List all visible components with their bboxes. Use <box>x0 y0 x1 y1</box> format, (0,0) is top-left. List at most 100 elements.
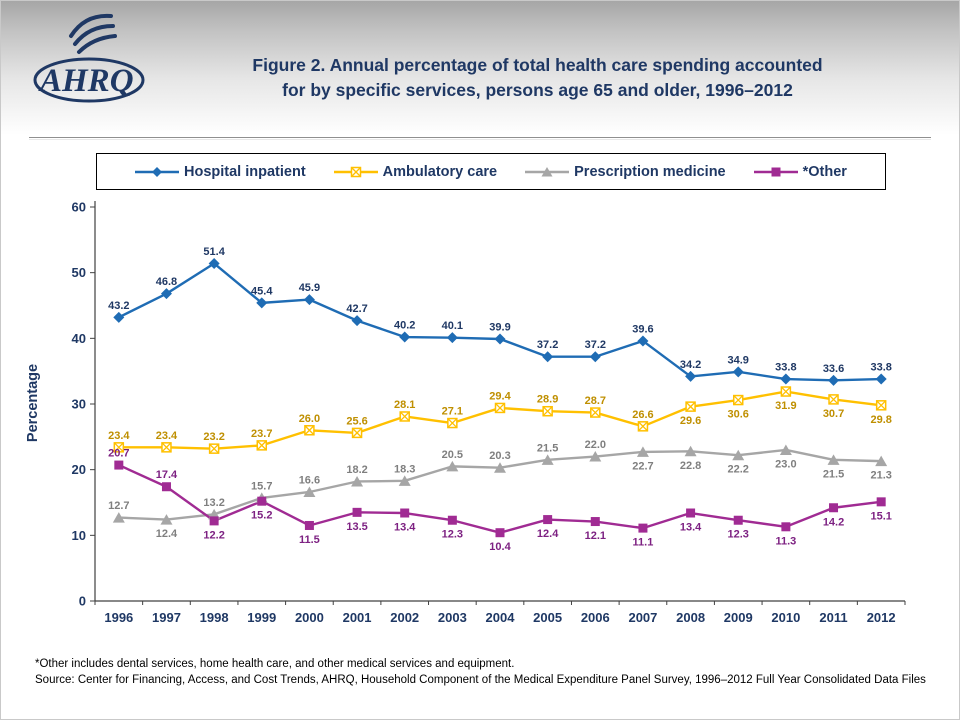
svg-text:42.7: 42.7 <box>346 303 367 315</box>
svg-text:34.9: 34.9 <box>728 354 749 366</box>
svg-text:2011: 2011 <box>819 610 847 625</box>
svg-text:21.3: 21.3 <box>870 470 891 482</box>
svg-text:26.6: 26.6 <box>632 409 653 421</box>
header-band: AHRQ Figure 2. Annual percentage of tota… <box>1 1 959 135</box>
svg-text:20.3: 20.3 <box>489 450 510 462</box>
svg-text:2002: 2002 <box>390 610 419 625</box>
series-labels-hospital-inpatient: 43.2 46.8 51.4 45.4 45.9 42.7 40.2 40.1 39.9 37.2… <box>108 246 892 375</box>
svg-text:23.4: 23.4 <box>108 430 130 442</box>
svg-text:25.6: 25.6 <box>346 415 367 427</box>
svg-text:43.2: 43.2 <box>108 300 129 312</box>
legend-item-ambulatory-care: Ambulatory care <box>333 163 498 180</box>
svg-text:2010: 2010 <box>771 610 800 625</box>
svg-text:29.8: 29.8 <box>870 414 891 426</box>
svg-text:10.4: 10.4 <box>489 541 511 553</box>
svg-text:0: 0 <box>79 594 86 609</box>
svg-text:1996: 1996 <box>104 610 133 625</box>
svg-text:13.4: 13.4 <box>680 522 702 534</box>
series-markers-other <box>114 460 886 538</box>
svg-text:12.7: 12.7 <box>108 500 129 512</box>
svg-text:11.5: 11.5 <box>299 534 320 546</box>
svg-text:39.9: 39.9 <box>489 321 510 333</box>
axes <box>94 201 905 602</box>
svg-text:12.1: 12.1 <box>585 530 606 542</box>
svg-text:29.6: 29.6 <box>680 415 701 427</box>
svg-text:23.2: 23.2 <box>203 431 224 443</box>
figure-title: Figure 2. Annual percentage of total hea… <box>151 53 924 104</box>
svg-text:12.3: 12.3 <box>442 529 463 541</box>
svg-text:11.3: 11.3 <box>775 535 796 547</box>
svg-text:2012: 2012 <box>867 610 896 625</box>
legend-marker-square-icon <box>753 167 798 176</box>
svg-text:23.0: 23.0 <box>775 458 796 470</box>
svg-text:13.4: 13.4 <box>394 522 416 534</box>
svg-text:33.8: 33.8 <box>775 362 796 374</box>
svg-text:30.6: 30.6 <box>728 409 749 421</box>
svg-text:1999: 1999 <box>247 610 276 625</box>
series-labels-prescription-medicine: 12.7 12.4 13.2 15.7 16.6 18.2 18.3 20.5 20.3 21.5… <box>108 439 892 540</box>
series-markers-hospital-inpatient <box>113 257 887 386</box>
svg-text:31.9: 31.9 <box>775 400 796 412</box>
svg-text:40: 40 <box>72 331 86 346</box>
footnote-source: Source: Center for Financing, Access, an… <box>35 673 926 686</box>
svg-text:2001: 2001 <box>343 610 372 625</box>
y-axis-title: Percentage <box>25 363 41 443</box>
svg-text:23.4: 23.4 <box>156 430 178 442</box>
svg-text:1997: 1997 <box>152 610 181 625</box>
logo-wordmark: AHRQ <box>38 63 134 99</box>
svg-text:21.5: 21.5 <box>823 468 844 480</box>
chart-legend: Hospital inpatient Ambulatory care Prescri… <box>96 153 886 190</box>
footnote-other-definition: *Other includes dental services, home he… <box>35 658 515 670</box>
svg-text:15.2: 15.2 <box>251 510 272 522</box>
svg-text:20.7: 20.7 <box>108 448 129 460</box>
footnote: *Other includes dental services, home he… <box>35 657 931 688</box>
svg-text:22.2: 22.2 <box>728 464 749 476</box>
ahrq-logo-graphic: AHRQ <box>33 13 145 103</box>
legend-label: Prescription medicine <box>574 163 726 180</box>
figure-title-line2: for by specific services, persons age 65… <box>282 80 793 101</box>
svg-text:20: 20 <box>72 462 86 477</box>
svg-text:45.9: 45.9 <box>299 282 320 294</box>
svg-text:33.8: 33.8 <box>870 362 891 374</box>
svg-text:22.7: 22.7 <box>632 460 653 472</box>
legend-item-hospital-inpatient: Hospital inpatient <box>135 164 306 180</box>
figure-title-line1: Figure 2. Annual percentage of total hea… <box>252 55 823 75</box>
svg-text:2000: 2000 <box>295 610 324 625</box>
legend-marker-box-x-icon <box>333 166 378 177</box>
svg-text:51.4: 51.4 <box>203 246 225 258</box>
logo-swoosh <box>33 57 145 103</box>
svg-text:2007: 2007 <box>628 610 657 625</box>
svg-text:2006: 2006 <box>581 610 610 625</box>
ahrq-logo: AHRQ <box>31 6 149 112</box>
svg-text:40.2: 40.2 <box>394 320 415 332</box>
legend-marker-diamond-icon <box>135 166 179 177</box>
series-labels-ambulatory-care: 23.4 23.4 23.2 23.7 26.0 25.6 28.1 27.1 29.4 28.9… <box>108 390 892 443</box>
svg-text:60: 60 <box>72 200 86 215</box>
y-tick-labels: 0 10 20 30 40 50 60 <box>72 200 95 609</box>
svg-text:40.1: 40.1 <box>442 320 463 332</box>
legend-label: *Other <box>802 163 847 180</box>
legend-label: Hospital inpatient <box>184 163 306 180</box>
series-markers-prescription-medicine <box>112 444 888 525</box>
eagle-icon <box>69 13 117 54</box>
svg-text:29.4: 29.4 <box>489 390 511 402</box>
svg-text:22.8: 22.8 <box>680 460 701 472</box>
svg-text:30: 30 <box>72 397 86 412</box>
svg-text:12.4: 12.4 <box>537 528 559 540</box>
svg-text:12.2: 12.2 <box>203 529 224 541</box>
svg-text:37.2: 37.2 <box>537 339 558 351</box>
legend-label: Ambulatory care <box>382 163 498 180</box>
svg-text:16.6: 16.6 <box>299 474 320 486</box>
legend-item-other: *Other <box>753 163 847 180</box>
svg-text:12.4: 12.4 <box>156 528 178 540</box>
svg-text:11.1: 11.1 <box>633 537 654 549</box>
svg-text:18.2: 18.2 <box>346 464 367 476</box>
svg-text:28.7: 28.7 <box>585 395 606 407</box>
svg-text:14.2: 14.2 <box>823 516 844 528</box>
svg-text:46.8: 46.8 <box>156 276 177 288</box>
svg-text:2008: 2008 <box>676 610 705 625</box>
svg-text:10: 10 <box>72 528 86 543</box>
svg-text:50: 50 <box>72 265 86 280</box>
svg-text:23.7: 23.7 <box>251 428 272 440</box>
